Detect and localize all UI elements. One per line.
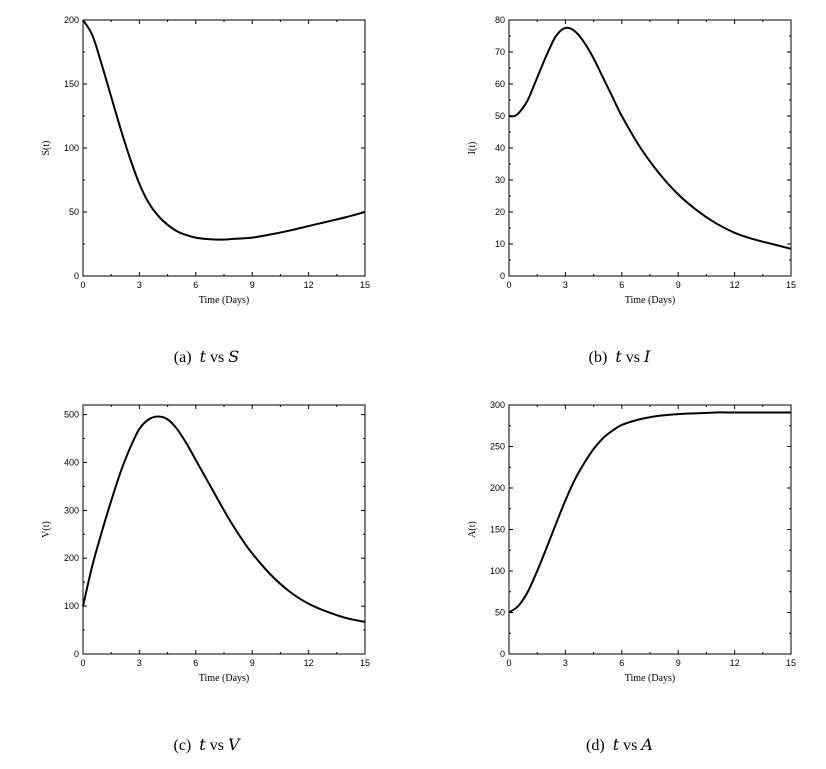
y-axis-title: A(t) [467, 521, 478, 538]
y-tick-label: 80 [495, 15, 505, 25]
caption-vs: vs [210, 349, 225, 366]
caption-tag: (d) [586, 737, 605, 754]
series-line [508, 411, 791, 614]
caption-tag: (a) [173, 349, 192, 366]
y-tick-label: 0 [74, 649, 79, 659]
y-tick-label: 70 [495, 47, 505, 57]
chart-panel-d: 0 3 6 9 12 15 0 50 100 150 200 250 300 Time (Days) A(t… [413, 384, 826, 768]
x-tick-label: 6 [619, 658, 624, 668]
y-tick-label: 60 [495, 79, 505, 89]
x-tick-label: 6 [193, 280, 198, 290]
y-tick-label: 50 [495, 608, 505, 618]
y-tick-label: 50 [495, 111, 505, 121]
y-tick-label: 300 [64, 505, 79, 515]
caption-y: I [644, 347, 651, 366]
y-tick-label: 10 [495, 239, 505, 249]
chart-panel-b: 0 3 6 9 12 15 0 10 20 30 40 50 60 70 80 Time (Days) I(t)… [413, 0, 826, 384]
y-tick-label: 100 [490, 566, 505, 576]
y-tick-label: 250 [490, 442, 505, 452]
y-tick-label: 100 [64, 143, 79, 153]
x-tick-label: 3 [563, 280, 568, 290]
chart-panel-a: 0 3 6 9 12 15 0 50 100 150 200 Time (Days) S(t) (a) … [0, 0, 413, 384]
caption-x: t [615, 347, 622, 366]
y-tick-label: 50 [69, 207, 79, 217]
x-axis-title: Time (Days) [625, 673, 675, 684]
y-axis-title: I(t) [467, 142, 478, 155]
chart-svg-c: 0 3 6 9 12 15 0 100 200 300 400 500 Time (Days) V(t) [41, 404, 370, 684]
x-tick-label: 0 [80, 280, 85, 290]
plot-frame [82, 404, 366, 655]
chart-svg-b: 0 3 6 9 12 15 0 10 20 30 40 50 60 70 80 Time (Days) I(t) [467, 15, 796, 306]
x-tick-label: 12 [730, 658, 740, 668]
caption-tag: (c) [173, 737, 192, 754]
y-tick-label: 0 [500, 649, 505, 659]
y-axis-title: V(t) [41, 521, 52, 538]
caption-vs: vs [625, 349, 640, 366]
x-tick-label: 6 [619, 280, 624, 290]
caption-x: t [612, 735, 620, 754]
caption-c: (c) t vs V [0, 735, 413, 755]
caption-tag: (b) [588, 349, 608, 366]
x-tick-label: 15 [360, 280, 370, 290]
x-tick-label: 9 [250, 280, 255, 290]
caption-a: (a) t vs S [0, 347, 413, 367]
y-tick-label: 200 [490, 483, 505, 493]
x-tick-label: 15 [360, 658, 370, 668]
chart-panel-c: 0 3 6 9 12 15 0 100 200 300 400 500 Time (Days) V(t) … [0, 384, 413, 768]
x-tick-label: 15 [786, 280, 796, 290]
y-tick-label: 200 [64, 15, 79, 25]
y-tick-label: 30 [495, 175, 505, 185]
y-tick-label: 0 [74, 271, 79, 281]
series-line [82, 19, 366, 241]
x-tick-label: 9 [250, 658, 255, 668]
x-tick-label: 0 [506, 280, 511, 290]
x-tick-label: 12 [730, 280, 740, 290]
plot-frame [508, 404, 792, 655]
x-tick-label: 9 [676, 280, 681, 290]
y-tick-label: 500 [64, 410, 79, 420]
x-tick-label: 12 [304, 658, 314, 668]
caption-x: t [199, 735, 206, 754]
plot-frame [82, 19, 366, 277]
caption-vs: vs [623, 737, 638, 754]
x-axis-title: Time (Days) [199, 673, 249, 684]
x-axis-title: Time (Days) [625, 295, 675, 306]
x-axis-title: Time (Days) [199, 295, 249, 306]
x-tick-label: 3 [137, 280, 142, 290]
caption-x: t [199, 347, 206, 366]
x-tick-label: 12 [304, 280, 314, 290]
x-tick-label: 0 [506, 658, 511, 668]
caption-b: (b) t vs I [413, 347, 826, 367]
caption-d: (d) t vs A [413, 735, 826, 755]
caption-y: V [227, 735, 240, 754]
series-line [508, 26, 792, 250]
y-tick-label: 0 [500, 271, 505, 281]
x-tick-label: 3 [137, 658, 142, 668]
y-tick-label: 40 [495, 143, 505, 153]
x-tick-label: 9 [676, 658, 681, 668]
y-tick-label: 20 [495, 207, 505, 217]
x-tick-label: 0 [80, 658, 85, 668]
x-tick-label: 15 [786, 658, 796, 668]
y-tick-label: 300 [490, 400, 505, 410]
y-tick-label: 400 [64, 457, 79, 467]
y-tick-label: 100 [64, 601, 79, 611]
caption-y: A [641, 735, 653, 754]
y-tick-label: 200 [64, 553, 79, 563]
x-tick-label: 3 [563, 658, 568, 668]
series-line [82, 415, 366, 623]
y-tick-label: 150 [64, 79, 79, 89]
y-tick-label: 150 [490, 525, 505, 535]
caption-vs: vs [209, 737, 224, 754]
y-axis-title: S(t) [41, 141, 52, 156]
x-tick-label: 6 [193, 658, 198, 668]
caption-y: S [228, 347, 240, 366]
